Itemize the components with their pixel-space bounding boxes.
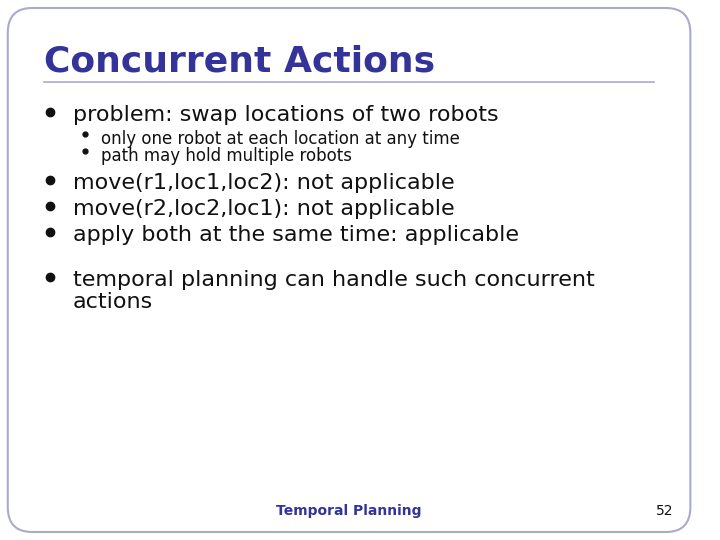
Text: only one robot at each location at any time: only one robot at each location at any t…: [101, 130, 459, 148]
FancyBboxPatch shape: [8, 8, 690, 532]
Text: Concurrent Actions: Concurrent Actions: [44, 45, 435, 79]
Text: actions: actions: [73, 292, 153, 312]
Text: move(r2,loc2,loc1): not applicable: move(r2,loc2,loc1): not applicable: [73, 199, 454, 219]
Text: apply both at the same time: applicable: apply both at the same time: applicable: [73, 225, 518, 245]
Text: problem: swap locations of two robots: problem: swap locations of two robots: [73, 105, 498, 125]
Text: 52: 52: [657, 504, 674, 518]
Text: move(r1,loc1,loc2): not applicable: move(r1,loc1,loc2): not applicable: [73, 173, 454, 193]
Text: Temporal Planning: Temporal Planning: [276, 504, 422, 518]
Text: temporal planning can handle such concurrent: temporal planning can handle such concur…: [73, 270, 595, 290]
Text: path may hold multiple robots: path may hold multiple robots: [101, 147, 352, 165]
